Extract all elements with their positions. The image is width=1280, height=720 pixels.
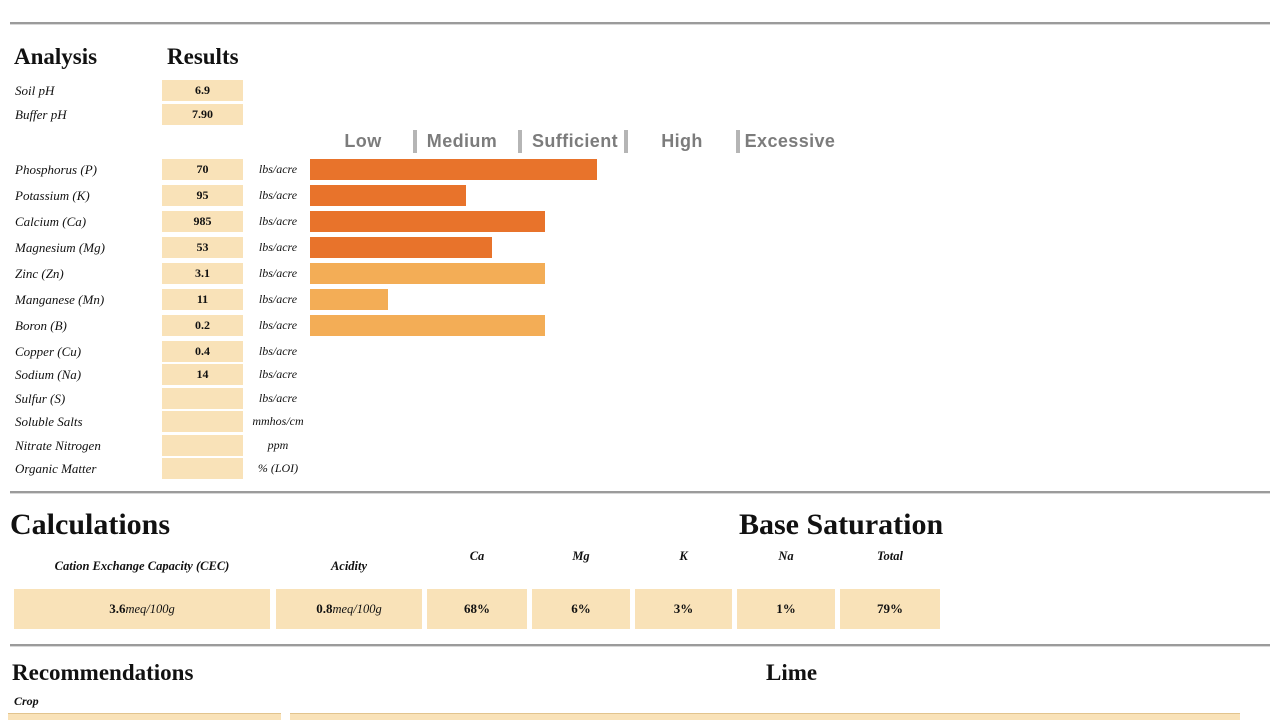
scale-divider-tick bbox=[518, 130, 522, 153]
calc-value: 1% bbox=[776, 601, 796, 616]
calc-column-header: Acidity bbox=[330, 559, 368, 573]
analysis-row-label: Buffer pH bbox=[15, 107, 67, 122]
analysis-row-label: Manganese (Mn) bbox=[15, 292, 105, 307]
analysis-row-label: Organic Matter bbox=[15, 461, 97, 476]
unit-label: % (LOI) bbox=[257, 461, 299, 475]
nutrient-level-bar bbox=[310, 315, 545, 336]
calculations-divider bbox=[10, 491, 1270, 493]
analysis-row-label: Magnesium (Mg) bbox=[15, 240, 105, 255]
base-saturation-section-title: Base Saturation bbox=[739, 508, 944, 541]
analysis-section-title: Analysis bbox=[14, 44, 98, 69]
analysis-row-label: Nitrate Nitrogen bbox=[15, 438, 101, 453]
calc-value-box: 68% bbox=[427, 589, 527, 629]
nutrient-level-bar bbox=[310, 211, 545, 232]
nutrient-level-bar bbox=[310, 237, 492, 258]
scale-level-label: Medium bbox=[426, 131, 498, 151]
unit-label: lbs/acre bbox=[258, 367, 298, 381]
analysis-row-label: Sodium (Na) bbox=[15, 367, 82, 382]
unit-label: ppm bbox=[267, 438, 289, 452]
unit-label: lbs/acre bbox=[258, 162, 298, 176]
scale-level-label: Excessive bbox=[744, 131, 836, 151]
result-value-box bbox=[162, 458, 243, 479]
result-value-box: 0.4 bbox=[162, 341, 243, 362]
result-value-box: 7.90 bbox=[162, 104, 243, 125]
scale-divider-tick bbox=[413, 130, 417, 153]
result-value-box: 11 bbox=[162, 289, 243, 310]
analysis-row-label: Soluble Salts bbox=[15, 414, 83, 429]
unit-label: lbs/acre bbox=[258, 240, 298, 254]
analysis-row-label: Boron (B) bbox=[15, 318, 67, 333]
calc-value: 3.6 bbox=[109, 601, 126, 616]
unit-label: lbs/acre bbox=[258, 344, 298, 358]
calc-value-box: 6% bbox=[532, 589, 630, 629]
analysis-row-label: Copper (Cu) bbox=[15, 344, 82, 359]
calc-value: 0.8 bbox=[316, 601, 333, 616]
calculations-section-title: Calculations bbox=[10, 508, 171, 541]
top-divider bbox=[10, 22, 1270, 24]
analysis-row-label: Phosphorus (P) bbox=[15, 162, 97, 177]
scale-divider-tick bbox=[624, 130, 628, 153]
analysis-row-label: Zinc (Zn) bbox=[15, 266, 64, 281]
calc-unit: meq/100g bbox=[125, 602, 175, 616]
unit-label: lbs/acre bbox=[258, 214, 298, 228]
results-column-title: Results bbox=[167, 44, 239, 69]
calc-value: 3% bbox=[673, 601, 694, 616]
analysis-row-label: Soil pH bbox=[15, 83, 55, 98]
unit-label: lbs/acre bbox=[258, 266, 298, 280]
calc-unit: meq/100g bbox=[332, 602, 382, 616]
result-value-box: 3.1 bbox=[162, 263, 243, 284]
result-value-box: 6.9 bbox=[162, 80, 243, 101]
calc-column-header: K bbox=[679, 549, 688, 563]
calc-value: 6% bbox=[571, 601, 591, 616]
result-value-box bbox=[162, 388, 243, 409]
scale-level-label: Low bbox=[344, 131, 382, 151]
calc-column-header: Cation Exchange Capacity (CEC) bbox=[54, 559, 230, 573]
crop-value-box bbox=[8, 713, 281, 720]
unit-label: lbs/acre bbox=[258, 292, 298, 306]
calc-column-header: Ca bbox=[469, 549, 485, 563]
recommendations-divider bbox=[10, 644, 1270, 646]
crop-label: Crop bbox=[14, 694, 39, 708]
scale-divider-tick bbox=[736, 130, 740, 153]
analysis-row-label: Sulfur (S) bbox=[15, 391, 66, 406]
result-value-box: 95 bbox=[162, 185, 243, 206]
unit-label: mmhos/cm bbox=[252, 414, 304, 428]
calc-value-box: 1% bbox=[737, 589, 835, 629]
calc-value-box: 79% bbox=[840, 589, 940, 629]
result-value-box: 53 bbox=[162, 237, 243, 258]
nutrient-level-bar bbox=[310, 289, 388, 310]
lime-section-title: Lime bbox=[766, 660, 818, 685]
analysis-row-label: Calcium (Ca) bbox=[15, 214, 87, 229]
scale-level-label: Sufficient bbox=[531, 131, 619, 151]
nutrient-level-bar bbox=[310, 185, 466, 206]
result-value-box: 0.2 bbox=[162, 315, 243, 336]
calc-value-box: 0.8meq/100g bbox=[276, 589, 422, 629]
result-value-box bbox=[162, 435, 243, 456]
nutrient-level-bar bbox=[310, 159, 597, 180]
unit-label: lbs/acre bbox=[258, 391, 298, 405]
result-value-box: 985 bbox=[162, 211, 243, 232]
calc-value: 68% bbox=[464, 601, 490, 616]
unit-label: lbs/acre bbox=[258, 188, 298, 202]
recommendations-section-title: Recommendations bbox=[12, 660, 194, 685]
result-value-box bbox=[162, 411, 243, 432]
calc-column-header: Mg bbox=[572, 549, 590, 563]
nutrient-level-bar bbox=[310, 263, 545, 284]
analysis-row-label: Potassium (K) bbox=[15, 188, 90, 203]
unit-label: lbs/acre bbox=[258, 318, 298, 332]
calc-value-box: 3.6meq/100g bbox=[14, 589, 270, 629]
calc-column-header: Total bbox=[877, 549, 903, 563]
recommendation-value-box bbox=[290, 713, 1240, 720]
result-value-box: 70 bbox=[162, 159, 243, 180]
calc-value: 79% bbox=[877, 601, 903, 616]
result-value-box: 14 bbox=[162, 364, 243, 385]
scale-level-label: High bbox=[661, 131, 703, 151]
calc-value-box: 3% bbox=[635, 589, 732, 629]
calc-column-header: Na bbox=[778, 549, 794, 563]
